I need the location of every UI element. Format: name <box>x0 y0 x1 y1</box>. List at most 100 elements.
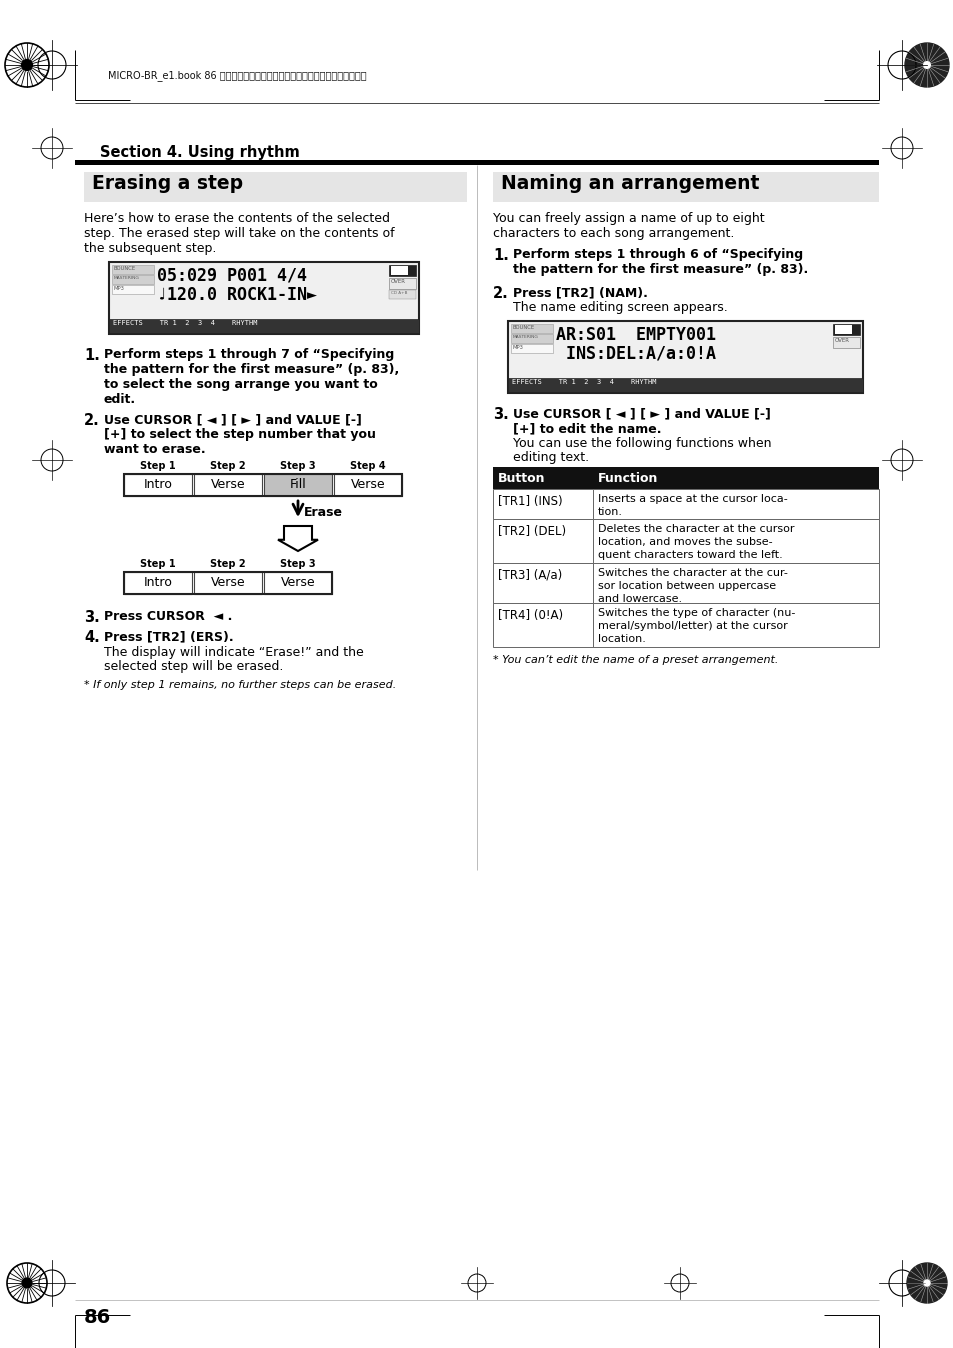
Text: Button: Button <box>497 472 545 485</box>
Text: meral/symbol/letter) at the cursor: meral/symbol/letter) at the cursor <box>598 621 787 631</box>
Text: Verse: Verse <box>211 479 245 491</box>
Text: Fill: Fill <box>290 479 306 491</box>
Circle shape <box>22 59 32 70</box>
Text: You can freely assign a name of up to eight: You can freely assign a name of up to ei… <box>493 212 763 225</box>
Text: 1.: 1. <box>493 248 508 263</box>
Text: 86: 86 <box>84 1308 112 1326</box>
Bar <box>109 262 418 334</box>
Text: 4.: 4. <box>84 630 100 644</box>
Text: edit.: edit. <box>104 394 136 406</box>
Text: 1.: 1. <box>84 348 100 363</box>
Text: * You can’t edit the name of a preset arrangement.: * You can’t edit the name of a preset ar… <box>493 655 778 665</box>
Bar <box>264 572 332 594</box>
Text: the pattern for the first measure” (p. 83).: the pattern for the first measure” (p. 8… <box>513 263 807 276</box>
Text: 2.: 2. <box>84 412 100 429</box>
Bar <box>264 474 332 496</box>
Text: MICRO-BR_e1.book 86 ページ　２００６年８月１日　火曜日　午後１２時６分: MICRO-BR_e1.book 86 ページ ２００６年８月１日 火曜日 午後… <box>108 70 366 81</box>
Text: Verse: Verse <box>211 576 245 589</box>
Text: to select the song arrange you want to: to select the song arrange you want to <box>104 377 377 391</box>
Bar <box>112 266 153 274</box>
Text: Naming an arrangement: Naming an arrangement <box>500 174 759 193</box>
Bar <box>112 284 153 294</box>
Bar <box>193 572 262 594</box>
Circle shape <box>923 1281 929 1286</box>
Bar <box>507 377 862 392</box>
Bar <box>124 474 401 496</box>
Bar <box>493 173 878 202</box>
Text: EFFECTS    TR 1  2  3  4    RHYTHM: EFFECTS TR 1 2 3 4 RHYTHM <box>112 319 257 326</box>
Text: Press CURSOR  ◄ .: Press CURSOR ◄ . <box>104 611 233 623</box>
Text: BOUNCE: BOUNCE <box>113 266 136 271</box>
Text: Verse: Verse <box>351 479 385 491</box>
Text: Press [TR2] (ERS).: Press [TR2] (ERS). <box>104 630 233 643</box>
Text: and lowercase.: and lowercase. <box>598 594 681 604</box>
Text: Step 2: Step 2 <box>210 559 246 569</box>
Text: MP3: MP3 <box>513 345 523 350</box>
Text: Step 4: Step 4 <box>350 461 385 470</box>
Bar <box>124 474 192 496</box>
Text: 05:029 P001 4/4: 05:029 P001 4/4 <box>157 267 307 284</box>
Polygon shape <box>277 526 317 551</box>
Text: step. The erased step will take on the contents of: step. The erased step will take on the c… <box>84 226 395 240</box>
Circle shape <box>904 43 948 88</box>
Text: Erase: Erase <box>304 506 343 519</box>
Bar <box>593 489 878 519</box>
Text: INS:DEL:A/a:0!A: INS:DEL:A/a:0!A <box>556 345 716 363</box>
Bar <box>511 334 553 342</box>
Text: Step 1: Step 1 <box>140 559 175 569</box>
Text: AR:S01  EMPTY001: AR:S01 EMPTY001 <box>556 326 716 344</box>
Text: [TR3] (A/a): [TR3] (A/a) <box>497 569 561 582</box>
Bar <box>593 563 878 603</box>
Text: Use CURSOR [ ◄ ] [ ► ] and VALUE [-]: Use CURSOR [ ◄ ] [ ► ] and VALUE [-] <box>513 407 770 421</box>
Circle shape <box>923 62 929 69</box>
Bar <box>389 266 416 276</box>
Bar <box>391 266 408 275</box>
Text: MASTERING: MASTERING <box>513 336 538 338</box>
Bar <box>593 603 878 647</box>
Bar <box>112 275 153 284</box>
Text: OVER: OVER <box>834 338 849 342</box>
Bar <box>124 572 332 594</box>
Text: Section 4. Using rhythm: Section 4. Using rhythm <box>100 146 299 160</box>
Text: Perform steps 1 through 7 of “Specifying: Perform steps 1 through 7 of “Specifying <box>104 348 394 361</box>
Bar <box>593 466 878 489</box>
Text: quent characters toward the left.: quent characters toward the left. <box>598 550 781 559</box>
Text: Step 1: Step 1 <box>140 461 175 470</box>
Text: sor location between uppercase: sor location between uppercase <box>598 581 776 590</box>
Text: EFFECTS    TR 1  2  3  4    RHYTHM: EFFECTS TR 1 2 3 4 RHYTHM <box>512 379 656 386</box>
Bar <box>75 160 878 164</box>
Text: 3.: 3. <box>493 407 508 422</box>
Bar <box>124 572 192 594</box>
Text: ♩120.0 ROCK1-IN►: ♩120.0 ROCK1-IN► <box>157 286 316 305</box>
Text: the subsequent step.: the subsequent step. <box>84 243 216 255</box>
Bar <box>84 173 467 202</box>
Text: CD A+B: CD A+B <box>391 291 407 295</box>
Text: Step 2: Step 2 <box>210 461 246 470</box>
Text: tion.: tion. <box>598 507 622 518</box>
Text: The display will indicate “Erase!” and the: The display will indicate “Erase!” and t… <box>104 646 363 659</box>
Text: location, and moves the subse-: location, and moves the subse- <box>598 537 772 547</box>
Text: Perform steps 1 through 6 of “Specifying: Perform steps 1 through 6 of “Specifying <box>513 248 802 262</box>
Text: Intro: Intro <box>143 576 172 589</box>
Text: MP3: MP3 <box>113 286 125 291</box>
Circle shape <box>906 1263 946 1304</box>
Text: Verse: Verse <box>280 576 315 589</box>
Bar <box>593 519 878 563</box>
Bar <box>493 603 593 647</box>
Text: The name editing screen appears.: The name editing screen appears. <box>513 301 727 314</box>
Text: selected step will be erased.: selected step will be erased. <box>104 661 283 673</box>
Text: Step 3: Step 3 <box>280 461 315 470</box>
Text: 3.: 3. <box>84 611 100 625</box>
Text: 2.: 2. <box>493 286 508 301</box>
Text: [+] to select the step number that you: [+] to select the step number that you <box>104 429 375 441</box>
Text: [+] to edit the name.: [+] to edit the name. <box>513 422 660 435</box>
Text: Inserts a space at the cursor loca-: Inserts a space at the cursor loca- <box>598 493 787 504</box>
Text: location.: location. <box>598 634 645 644</box>
Text: characters to each song arrangement.: characters to each song arrangement. <box>493 226 734 240</box>
Bar <box>109 319 418 333</box>
Bar <box>334 474 401 496</box>
Text: Here’s how to erase the contents of the selected: Here’s how to erase the contents of the … <box>84 212 390 225</box>
Circle shape <box>22 1278 32 1287</box>
Bar <box>834 325 851 334</box>
Text: MASTERING: MASTERING <box>113 276 139 280</box>
